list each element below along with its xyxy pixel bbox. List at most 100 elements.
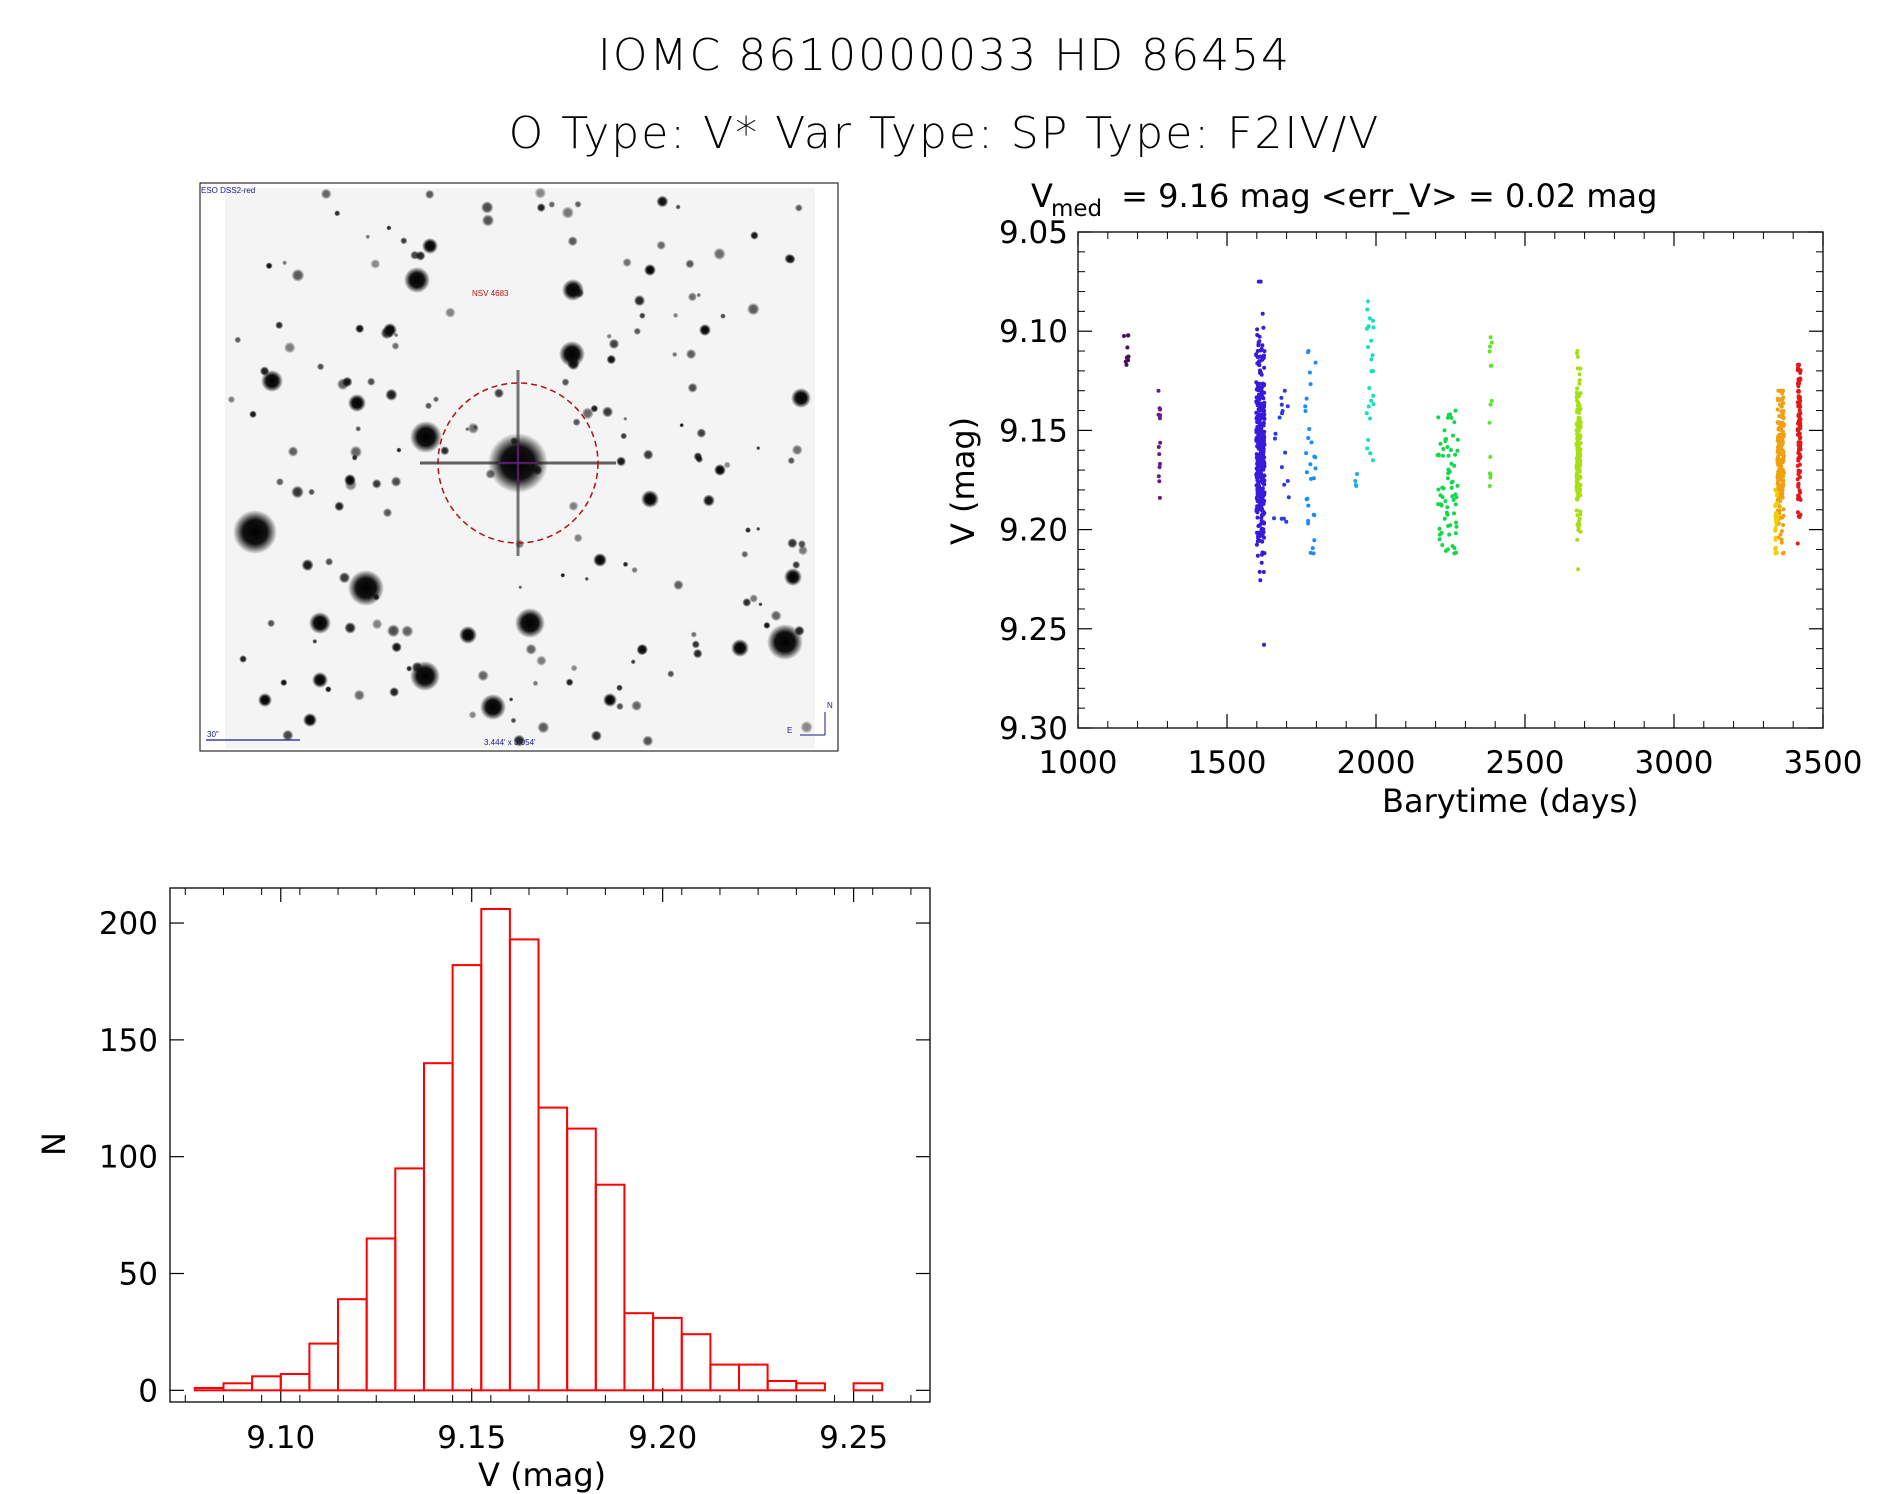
data-point (1451, 497, 1456, 502)
data-point (1261, 407, 1266, 411)
star-blob (249, 410, 257, 419)
data-point (1453, 452, 1458, 457)
data-point (1371, 325, 1376, 330)
histogram-bar (594, 1183, 626, 1392)
data-point (1304, 470, 1309, 475)
data-point (1255, 385, 1260, 390)
data-point (1156, 388, 1161, 393)
star-blob (534, 188, 547, 199)
data-point (1366, 324, 1371, 329)
histogram-bar (365, 1237, 397, 1392)
data-point (1254, 455, 1259, 460)
data-point (1798, 398, 1803, 403)
star-blob (504, 453, 510, 459)
data-point (1277, 415, 1282, 420)
data-point (1442, 428, 1447, 433)
star-blob (391, 342, 400, 350)
data-point (1371, 393, 1376, 398)
data-point (1575, 386, 1580, 391)
data-point (1780, 421, 1785, 426)
data-point (1261, 448, 1266, 453)
data-point (1303, 404, 1308, 409)
data-point (1261, 512, 1266, 517)
survey-label: ESO DSS2-red (201, 186, 255, 195)
data-point (1260, 507, 1265, 512)
histogram-axis-ticks: 9.10 9.15 9.20 9.25 0 50 100 150 200 (99, 888, 930, 1456)
star-blob (691, 640, 700, 649)
data-point (1575, 433, 1580, 438)
data-point (1798, 447, 1803, 452)
star-blob (699, 324, 711, 336)
data-point (1781, 467, 1785, 472)
data-point (1355, 472, 1359, 476)
y-tick-label: 9.30 (999, 711, 1068, 747)
star-blob (696, 292, 702, 298)
data-point (1776, 457, 1781, 462)
data-point (1578, 509, 1583, 514)
star-blob (695, 455, 704, 464)
star-blob (622, 257, 632, 268)
data-point (1156, 445, 1161, 449)
data-point (1261, 570, 1266, 574)
star-blob (623, 416, 628, 421)
star-blob (355, 425, 362, 432)
data-point (1353, 483, 1358, 487)
data-point (1262, 520, 1267, 525)
data-point (1450, 494, 1455, 499)
star-blob (565, 678, 574, 687)
data-point (1257, 334, 1262, 339)
data-point (1779, 483, 1784, 487)
star-blob (371, 478, 382, 489)
data-point (1781, 395, 1786, 400)
star-blob (679, 423, 684, 428)
star-blob (422, 238, 438, 254)
data-point (1255, 487, 1260, 492)
star-blob (267, 619, 276, 628)
star-blob (380, 326, 393, 340)
star-blob (642, 449, 654, 461)
histogram-bar (222, 1382, 254, 1392)
data-point (1577, 372, 1582, 377)
data-point (1366, 299, 1370, 304)
data-point (1452, 420, 1457, 425)
y-tick-label: 9.15 (999, 413, 1068, 449)
data-point (1308, 382, 1313, 387)
data-point (1258, 464, 1263, 469)
star-blob (325, 686, 332, 693)
data-point (1455, 437, 1460, 442)
star-blob (432, 396, 440, 403)
data-point (1778, 402, 1782, 407)
star-blob (348, 570, 384, 606)
data-point (1286, 495, 1291, 500)
data-point (1364, 411, 1369, 416)
data-point (1578, 447, 1583, 452)
x-tick-label: 2000 (1337, 745, 1416, 781)
light-curve-plot-frame (1077, 231, 1824, 729)
data-point (1256, 534, 1261, 539)
data-point (1577, 469, 1582, 474)
star-blob (792, 560, 801, 570)
histogram-bar (308, 1342, 339, 1392)
data-point (1781, 523, 1786, 527)
histogram-bar (337, 1298, 368, 1392)
star-blob (233, 510, 277, 554)
light-curve-xlabel: Barytime (days) (1382, 782, 1639, 820)
star-blob (344, 622, 357, 634)
data-point (1369, 369, 1374, 374)
histogram-plot-frame (169, 887, 931, 1403)
star-blob (641, 490, 659, 508)
data-point (1446, 412, 1451, 417)
data-point (1256, 426, 1261, 431)
star-blob (616, 456, 627, 467)
star-blob (616, 702, 624, 711)
data-point (1796, 362, 1801, 367)
data-point (1779, 413, 1784, 418)
data-point (1455, 483, 1460, 488)
histogram-xlabel: V (mag) (478, 1456, 606, 1494)
x-tick-label: 9.10 (246, 1420, 315, 1456)
data-point (1371, 402, 1376, 407)
star-blob (573, 533, 583, 543)
star-blob (616, 684, 623, 692)
histogram-bar (394, 1167, 425, 1392)
star-blob (291, 485, 304, 499)
